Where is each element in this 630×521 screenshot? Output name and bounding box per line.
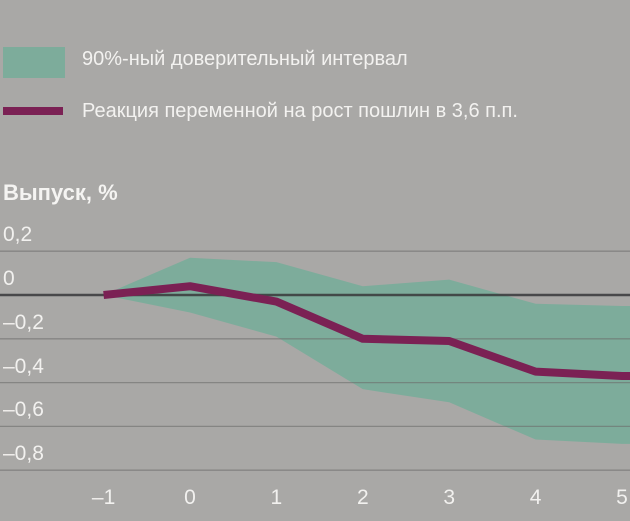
legend-label-confidence-band: 90%-ный доверительный интервал (82, 48, 408, 70)
x-tick-label: 3 (443, 486, 456, 509)
confidence-band-swatch (3, 47, 65, 78)
x-tick-label: 2 (356, 486, 369, 509)
x-tick-label: 0 (184, 486, 196, 509)
confidence-band-area (103, 257, 630, 444)
y-tick-label: –0,8 (3, 442, 44, 466)
response-line (103, 282, 630, 381)
y-tick-label: 0,2 (3, 223, 33, 247)
chart-title: Выпуск, % (3, 180, 118, 205)
x-tick-label: 5 (616, 486, 628, 509)
legend-label-response-line: Реакция переменной на рост пошлин в 3,6 … (82, 100, 518, 122)
y-tick-label: –0,2 (3, 310, 44, 334)
response-line-swatch (3, 107, 63, 115)
y-tick-label: –0,6 (3, 398, 44, 422)
x-tick-label: –1 (91, 486, 116, 509)
x-tick-label: 1 (270, 486, 283, 509)
y-tick-label: –0,4 (3, 354, 44, 378)
x-tick-label: 4 (529, 486, 542, 509)
y-tick-label: 0 (3, 267, 15, 290)
